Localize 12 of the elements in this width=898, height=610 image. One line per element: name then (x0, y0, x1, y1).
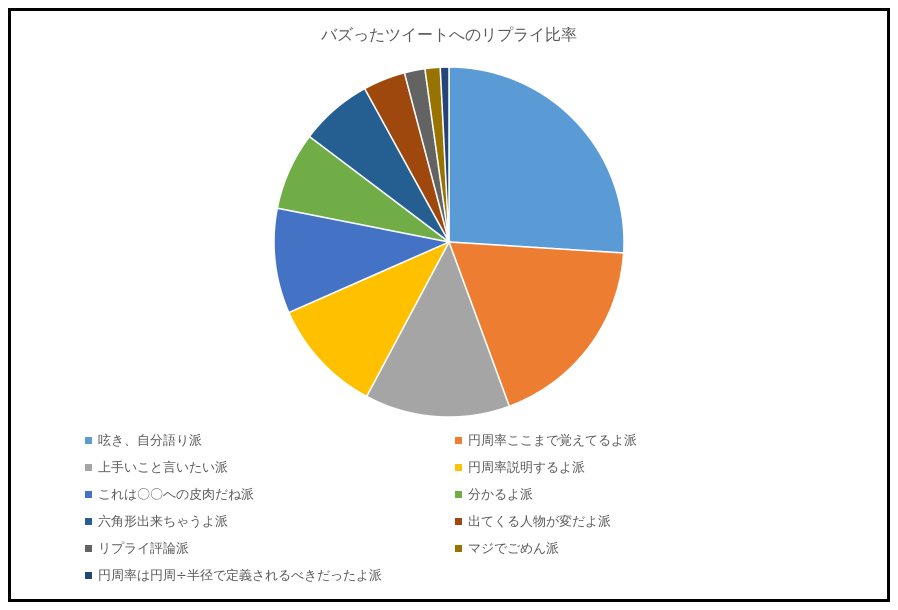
legend-label: 円周率説明するよ派 (468, 460, 585, 476)
legend-label: 呟き、自分語り派 (98, 434, 202, 449)
legend-label: 分かるよ派 (468, 488, 533, 503)
legend-label: 出てくる人物が変だよ派 (468, 514, 611, 530)
chart-title: バズったツイートへのリプライ比率 (320, 25, 577, 44)
legend-label: 円周率ここまで覚えてるよ派 (468, 432, 637, 449)
legend-label: これは〇〇への皮肉だね派 (98, 488, 254, 503)
legend-label: 六角形出来ちゃうよ派 (98, 514, 228, 530)
legend-label: 上手いこと言いたい派 (98, 460, 228, 476)
legend-label: マジでごめん派 (468, 542, 559, 557)
legend-label: リプライ評論派 (98, 542, 189, 557)
legend-label: 円周率は円周÷半径で定義されるべきだったよ派 (98, 568, 382, 584)
